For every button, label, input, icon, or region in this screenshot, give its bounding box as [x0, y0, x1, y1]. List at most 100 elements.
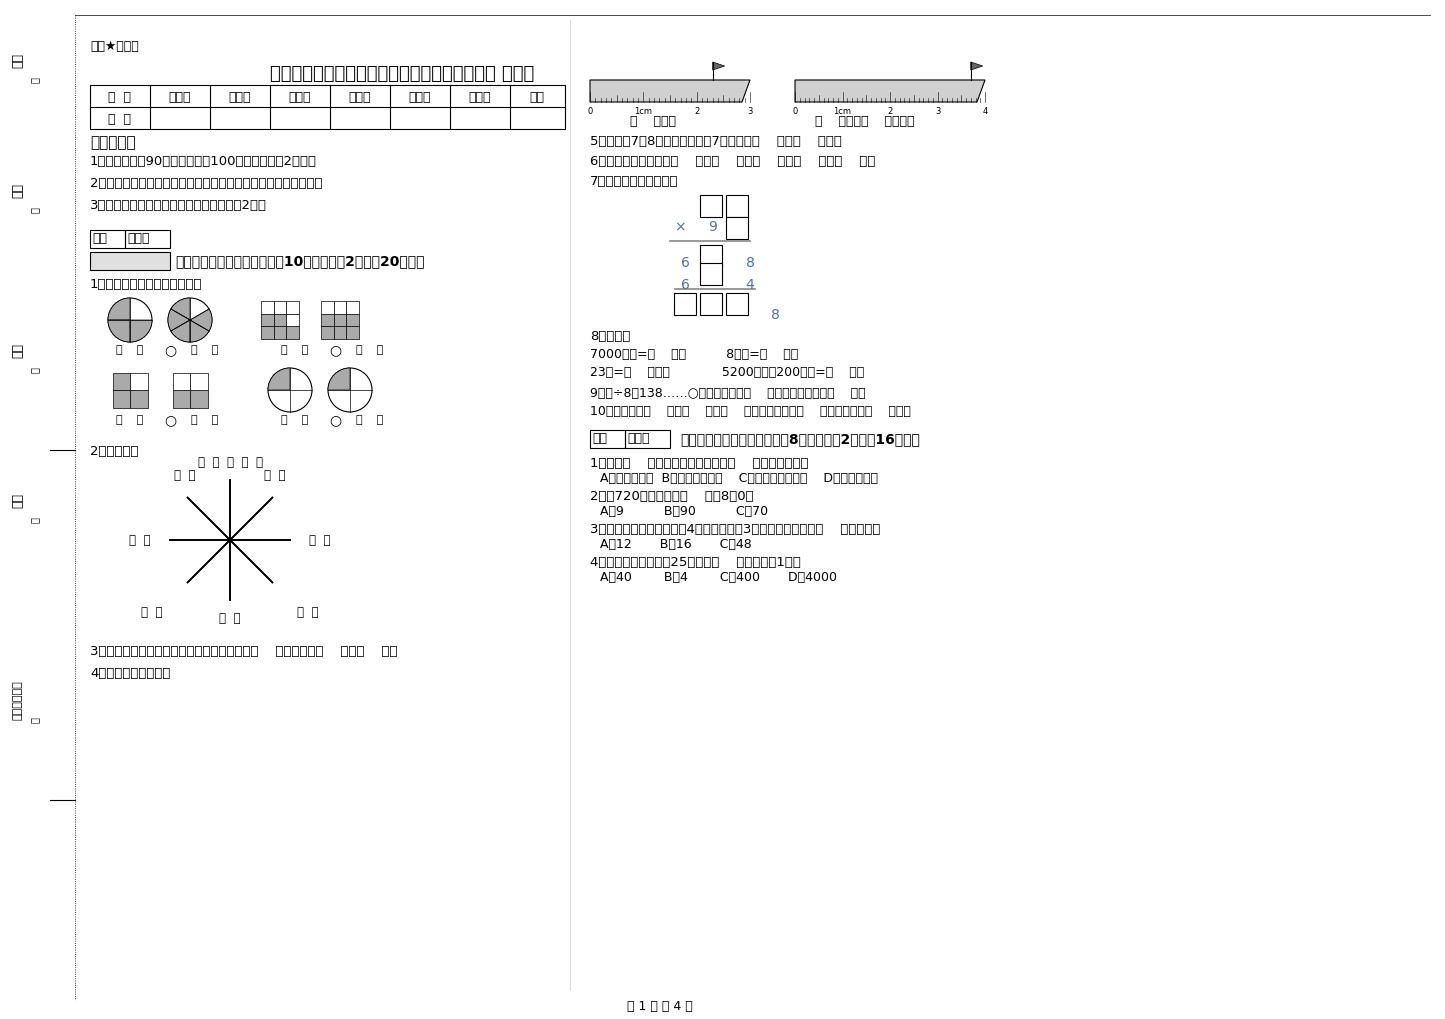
Text: A、一定，可能  B、可能，不可能    C、不可能，不可能    D、可能，可能: A、一定，可能 B、可能，不可能 C、不可能，不可能 D、可能，可能 [600, 472, 879, 485]
Text: 3、一个长方形花坛的宽是4米，长是宽的3倍，花坛的面积是（    ）平方米。: 3、一个长方形花坛的宽是4米，长是宽的3倍，花坛的面积是（ ）平方米。 [590, 523, 880, 536]
Text: （    ）: （ ） [282, 415, 309, 425]
Text: （    ）: （ ） [117, 345, 143, 355]
Wedge shape [130, 320, 152, 342]
Text: 学校: 学校 [12, 492, 25, 507]
Text: 选择题: 选择题 [228, 91, 251, 104]
Text: 应用题: 应用题 [468, 91, 491, 104]
Text: 1、明天（    ）会下雨，今天下午我（    ）游遍全世界。: 1、明天（ ）会下雨，今天下午我（ ）游遍全世界。 [590, 457, 809, 470]
Bar [286, 326, 299, 339]
Text: 考试须知：: 考试须知： [90, 135, 136, 150]
Text: 5、时针在7和8之间，分针指向7，这时是（    ）时（    ）分。: 5、时针在7和8之间，分针指向7，这时是（ ）时（ ）分。 [590, 135, 842, 148]
Text: 0: 0 [792, 107, 798, 116]
Text: 第 1 页 共 4 页: 第 1 页 共 4 页 [627, 1000, 692, 1013]
Text: 姓名: 姓名 [12, 182, 25, 198]
Text: 8: 8 [746, 256, 754, 270]
Text: 1cm: 1cm [834, 107, 851, 116]
Bar [189, 373, 208, 390]
Bar [286, 314, 299, 326]
Text: （  ）: （ ） [298, 605, 319, 619]
Text: 综合题: 综合题 [409, 91, 431, 104]
Polygon shape [712, 62, 724, 70]
Text: （    ）: （ ） [191, 345, 218, 355]
Text: 评卷人: 评卷人 [127, 232, 149, 245]
Bar [334, 301, 347, 314]
Wedge shape [328, 368, 350, 390]
Bar [126, 230, 171, 248]
Bar [334, 314, 347, 326]
Text: （    ）: （ ） [117, 415, 143, 425]
Text: 1cm: 1cm [634, 107, 652, 116]
Text: 1、考试时间：90分钟，满分为100分（含卷面分2分）。: 1、考试时间：90分钟，满分为100分（含卷面分2分）。 [90, 155, 316, 168]
Text: （    ）: （ ） [191, 415, 218, 425]
Bar [90, 85, 565, 129]
Bar [113, 390, 130, 408]
Bar [321, 314, 334, 326]
Bar [699, 293, 722, 315]
Bar [725, 195, 749, 217]
Bar [273, 314, 286, 326]
Bar [113, 373, 130, 390]
Text: 2、填一填。: 2、填一填。 [90, 445, 139, 458]
Text: 3: 3 [935, 107, 941, 116]
Text: （    ）毫米: （ ）毫米 [630, 115, 676, 128]
Text: 9、口÷8＝138……○，余数最大填（    ），这时被除数是（    ）。: 9、口÷8＝138……○，余数最大填（ ），这时被除数是（ ）。 [590, 387, 866, 400]
Circle shape [267, 368, 312, 412]
Text: 绝密★启用前: 绝密★启用前 [90, 40, 139, 53]
Text: 不: 不 [30, 367, 40, 373]
Text: （    ）: （ ） [282, 345, 309, 355]
Wedge shape [168, 309, 189, 331]
Text: 4: 4 [983, 107, 987, 116]
Bar [699, 195, 722, 217]
Text: 线: 线 [30, 517, 40, 523]
Text: 6: 6 [681, 256, 689, 270]
Bar [334, 326, 347, 339]
Bar [347, 326, 358, 339]
Bar [725, 217, 749, 239]
Text: 考号: 考号 [12, 53, 25, 67]
Bar [273, 326, 286, 339]
Text: 2、请首先按要求在试卷的指定位置填写您的姓名、班级、学号。: 2、请首先按要求在试卷的指定位置填写您的姓名、班级、学号。 [90, 177, 322, 190]
Text: 2: 2 [887, 107, 893, 116]
Bar [262, 314, 273, 326]
Text: 8: 8 [770, 308, 779, 322]
Text: A、9          B、90          C、70: A、9 B、90 C、70 [600, 505, 769, 518]
Text: 得分: 得分 [92, 232, 107, 245]
Text: （    ）: （ ） [357, 415, 383, 425]
Text: 1、看图写分数，并比较大小。: 1、看图写分数，并比较大小。 [90, 278, 202, 291]
Text: 3: 3 [747, 107, 753, 116]
Text: 7000千克=（    ）吨          8千克=（    ）克: 7000千克=（ ）吨 8千克=（ ）克 [590, 348, 798, 361]
Polygon shape [590, 81, 750, 102]
Text: 二、反复比较，慎重选择（共8小题，每题2分，共16分）。: 二、反复比较，慎重选择（共8小题，每题2分，共16分）。 [681, 432, 920, 446]
Bar [321, 301, 334, 314]
Text: ○: ○ [329, 343, 341, 357]
Text: 判断题: 判断题 [289, 91, 311, 104]
Text: （  ）: （ ） [142, 605, 163, 619]
Text: 四川省重点小学三年级数学下学期每周一练试题 附解析: 四川省重点小学三年级数学下学期每周一练试题 附解析 [270, 65, 535, 83]
Text: 0: 0 [587, 107, 592, 116]
Text: 6: 6 [681, 278, 689, 292]
Text: （    ）厘米（    ）毫米。: （ ）厘米（ ）毫米。 [815, 115, 915, 128]
Polygon shape [971, 62, 983, 70]
Text: （    ）: （ ） [357, 345, 383, 355]
Bar [699, 245, 722, 267]
Text: 得  分: 得 分 [108, 113, 131, 126]
Bar [172, 373, 189, 390]
Wedge shape [267, 368, 290, 390]
Wedge shape [189, 320, 210, 342]
Text: 题  号: 题 号 [108, 91, 131, 104]
Text: （  ）: （ ） [129, 534, 150, 546]
Text: 3、在进位加法中，不管哪一位上的数相加满（    ），都要向（    ）进（    ）。: 3、在进位加法中，不管哪一位上的数相加满（ ），都要向（ ）进（ ）。 [90, 645, 397, 658]
Wedge shape [108, 298, 130, 320]
Bar [273, 301, 286, 314]
Text: 8、换算。: 8、换算。 [590, 330, 630, 343]
Text: 10、你出生于（    ）年（    ）月（    ）日，那一年是（    ）年，全年有（    ）天。: 10、你出生于（ ）年（ ）月（ ）日，那一年是（ ）年，全年有（ ）天。 [590, 405, 910, 418]
Text: 4: 4 [746, 278, 754, 292]
Text: （  ）: （ ） [264, 469, 286, 482]
Bar [189, 390, 208, 408]
Wedge shape [108, 320, 130, 342]
Bar [130, 373, 147, 390]
Bar [262, 301, 273, 314]
Text: （  ）: （ ） [220, 611, 241, 625]
Text: 准: 准 [30, 207, 40, 213]
Bar [90, 230, 126, 248]
